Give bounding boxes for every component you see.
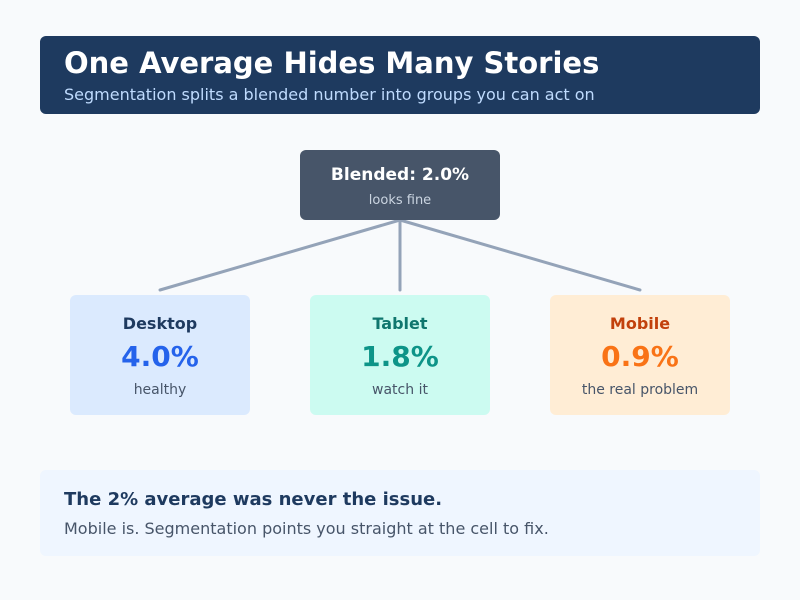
- segment-name: Tablet: [372, 314, 428, 333]
- segment-note: watch it: [372, 382, 428, 398]
- segment-value: 0.9%: [601, 340, 679, 373]
- segment-desktop: Desktop 4.0% healthy: [70, 295, 250, 415]
- segment-value: 4.0%: [121, 340, 199, 373]
- segment-name: Mobile: [609, 314, 671, 333]
- header-banner: One Average Hides Many Stories Segmentat…: [40, 36, 760, 114]
- blended-note: looks fine: [368, 193, 432, 208]
- takeaway-box: The 2% average was never the issue. Mobi…: [40, 470, 760, 556]
- blended-label: Blended: 2.0%: [330, 165, 470, 185]
- page-subtitle: Segmentation splits a blended number int…: [64, 85, 595, 104]
- page-title: One Average Hides Many Stories: [64, 46, 600, 80]
- takeaway-body: Mobile is. Segmentation points you strai…: [64, 519, 549, 538]
- segment-note: healthy: [133, 382, 187, 398]
- takeaway-headline: The 2% average was never the issue.: [64, 489, 443, 510]
- segment-note: the real problem: [581, 382, 699, 398]
- segment-name: Desktop: [122, 314, 198, 333]
- segment-value: 1.8%: [361, 340, 439, 373]
- segment-tablet: Tablet 1.8% watch it: [310, 295, 490, 415]
- connector-mobile: [398, 218, 642, 292]
- segment-mobile: Mobile 0.9% the real problem: [550, 295, 730, 415]
- connector-desktop: [158, 218, 402, 292]
- blended-node: Blended: 2.0% looks fine: [300, 150, 500, 220]
